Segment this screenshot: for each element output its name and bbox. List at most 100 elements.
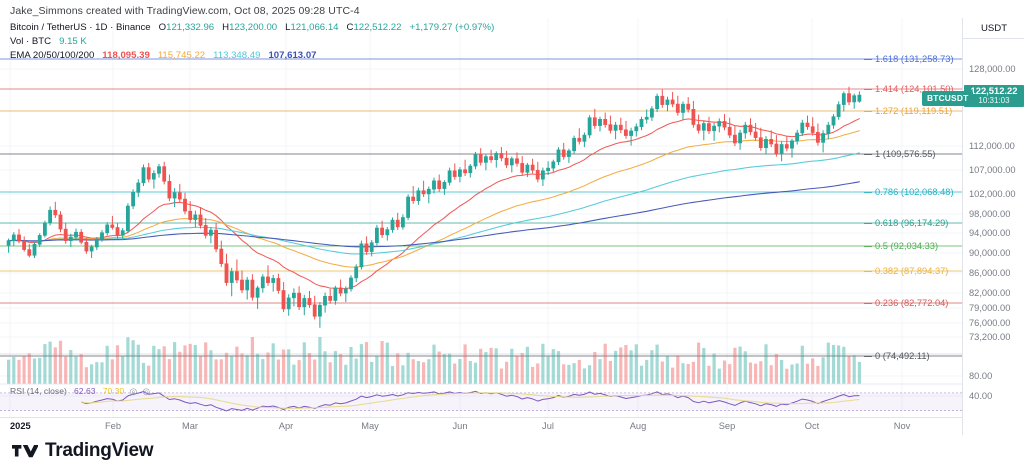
- fib-level-text: 1.272 (119,119.51): [875, 105, 953, 116]
- fib-level-label-0[interactable]: 0 (74,492.11): [864, 351, 930, 361]
- fib-level-label-0-786[interactable]: 0.786 (102,068.48): [864, 187, 954, 197]
- legend-open-value: 121,332.96: [166, 22, 215, 33]
- fib-dash-icon: [864, 153, 872, 155]
- price-tick-label: 98,000.00: [969, 209, 1011, 219]
- price-tick-label: 90,000.00: [969, 248, 1011, 258]
- time-tick-label: Oct: [804, 421, 820, 431]
- fib-level-text: 0.618 (96,174.29): [875, 217, 949, 228]
- price-tick-label: 80.00: [969, 371, 993, 381]
- candlesticks-layer: [6, 86, 862, 328]
- eye-icon[interactable]: ◎: [129, 386, 138, 396]
- fib-level-label-1-414[interactable]: 1.414 (124,101.50): [864, 84, 954, 94]
- legend-row-volume[interactable]: Vol · BTC 9.15 K: [10, 36, 494, 49]
- legend-open-label: O: [158, 22, 167, 33]
- fib-level-label-1-272[interactable]: 1.272 (119,119.51): [864, 106, 952, 116]
- fib-level-label-1[interactable]: 1 (109,576.55): [864, 149, 935, 159]
- fib-dash-icon: [864, 270, 872, 272]
- symbol-badge: BTCUSDT: [922, 91, 974, 107]
- price-axis[interactable]: USDT 128,000.00 112,000.00 107,000.00 102,0…: [962, 18, 1024, 435]
- legend-ema50-value: 115,745.22: [157, 50, 206, 61]
- legend-ema-label: EMA 20/50/100/200: [10, 50, 95, 61]
- fib-dash-icon: [864, 88, 872, 90]
- fib-level-text: 0.382 (87,894.37): [875, 265, 949, 276]
- footer-branding: TradingView: [12, 440, 154, 462]
- legend-volume-value: 9.15 K: [59, 36, 87, 47]
- fib-dash-icon: [864, 58, 872, 60]
- current-price-time: 10:31:03: [978, 96, 1010, 106]
- chart-legend: Bitcoin / TetherUS · 1D · Binance O121,3…: [10, 22, 494, 64]
- time-tick-label: Feb: [104, 421, 122, 431]
- fib-dash-icon: [864, 110, 872, 112]
- time-axis[interactable]: 2025 Feb Mar Apr May Jun Jul Aug Sep Oct Nov: [0, 417, 962, 436]
- current-price-value: 122,512.22: [970, 85, 1018, 97]
- price-tick-label: 76,000.00: [969, 318, 1011, 328]
- fib-level-text: 1.618 (131,258.73): [875, 53, 954, 64]
- time-tick-label: Jun: [452, 421, 468, 431]
- time-tick-label: May: [361, 421, 379, 431]
- legend-high-label: H: [222, 22, 230, 33]
- volume-layer: [0, 337, 962, 384]
- price-tick-label: 94,000.00: [969, 228, 1011, 238]
- price-axis-title: USDT: [963, 18, 1024, 39]
- rsi-legend-band: 70 30: [102, 386, 125, 396]
- fib-dash-icon: [864, 222, 872, 224]
- legend-low-label: L: [285, 22, 291, 33]
- time-tick-label: Sep: [718, 421, 736, 431]
- legend-low-value: 121,066.14: [290, 22, 339, 33]
- legend-high-value: 123,200.00: [229, 22, 278, 33]
- price-tick-label: 79,000.00: [969, 303, 1011, 313]
- legend-ema100-value: 113,348.49: [213, 50, 261, 61]
- rsi-legend-value: 62.63: [74, 386, 96, 396]
- legend-close-label: C: [346, 22, 354, 33]
- rsi-legend-label: RSI (14, close): [10, 386, 67, 396]
- legend-volume-label: Vol · BTC: [10, 36, 52, 47]
- legend-row-ohlc[interactable]: Bitcoin / TetherUS · 1D · Binance O121,3…: [10, 22, 495, 33]
- chart-plot-area[interactable]: Bitcoin / TetherUS · 1D · Binance O121,3…: [0, 18, 962, 417]
- fib-dash-icon: [864, 191, 872, 193]
- tradingview-wordmark: TradingView: [45, 440, 154, 461]
- rsi-legend[interactable]: RSI (14, close) 62.63 70 30 ◎ ◎: [10, 386, 150, 397]
- time-tick-label: 2025: [10, 421, 31, 431]
- fib-level-label-0-5[interactable]: 0.5 (92,034.33): [864, 241, 938, 251]
- tradingview-logo-icon: [12, 444, 38, 457]
- legend-change-value: +1,179.27 (+0.97%): [409, 22, 495, 33]
- time-tick-label: Mar: [181, 421, 199, 431]
- rsi-subplot-layer: [0, 383, 962, 412]
- time-tick-label: Aug: [629, 421, 647, 431]
- fib-level-text: 1.414 (124,101.50): [875, 83, 954, 94]
- attribution-text: Jake_Simmons created with TradingView.co…: [10, 5, 360, 17]
- fib-level-text: 0.236 (82,772.04): [875, 297, 949, 308]
- price-tick-label: 107,000.00: [969, 165, 1016, 175]
- legend-close-value: 122,512.22: [353, 22, 402, 33]
- fib-level-text: 0.786 (102,068.48): [875, 186, 954, 197]
- legend-row-ema[interactable]: EMA 20/50/100/200 118,095.39 115,745.22 …: [10, 50, 494, 63]
- legend-ema200-value: 107,613.07: [268, 50, 317, 61]
- price-tick-label: 102,000.00: [969, 189, 1016, 199]
- time-tick-label: Nov: [893, 421, 911, 431]
- fib-level-label-0-236[interactable]: 0.236 (82,772.04): [864, 298, 948, 308]
- price-tick-label: 73,200.00: [969, 332, 1011, 342]
- legend-symbol[interactable]: Bitcoin / TetherUS: [10, 22, 87, 33]
- legend-interval[interactable]: 1D: [95, 22, 108, 33]
- price-tick-label: 128,000.00: [969, 64, 1016, 74]
- fib-level-text: 1 (109,576.55): [875, 148, 936, 159]
- fib-level-label-1-618[interactable]: 1.618 (131,258.73): [864, 54, 954, 64]
- price-tick-label: 82,000.00: [969, 288, 1011, 298]
- fib-dash-icon: [864, 355, 872, 357]
- settings-icon[interactable]: ◎: [142, 386, 151, 396]
- fib-level-text: 0 (74,492.11): [875, 350, 930, 361]
- current-price-badge[interactable]: 122,512.22 10:31:03: [964, 85, 1024, 108]
- price-tick-label: 40.00: [969, 391, 993, 401]
- legend-ema20-value: 118,095.39: [102, 50, 150, 61]
- fib-level-label-0-618[interactable]: 0.618 (96,174.29): [864, 218, 948, 228]
- price-tick-label: 112,000.00: [969, 141, 1015, 151]
- chart-container[interactable]: Bitcoin / TetherUS · 1D · Binance O121,3…: [0, 18, 1024, 436]
- grid-layer: [0, 18, 962, 417]
- fib-dash-icon: [864, 302, 872, 304]
- fib-level-label-0-382[interactable]: 0.382 (87,894.37): [864, 266, 948, 276]
- legend-exchange[interactable]: Binance: [115, 22, 151, 33]
- time-tick-label: Apr: [278, 421, 294, 431]
- price-tick-label: 86,000.00: [969, 268, 1011, 278]
- time-tick-label: Jul: [542, 421, 554, 431]
- fib-dash-icon: [864, 245, 872, 247]
